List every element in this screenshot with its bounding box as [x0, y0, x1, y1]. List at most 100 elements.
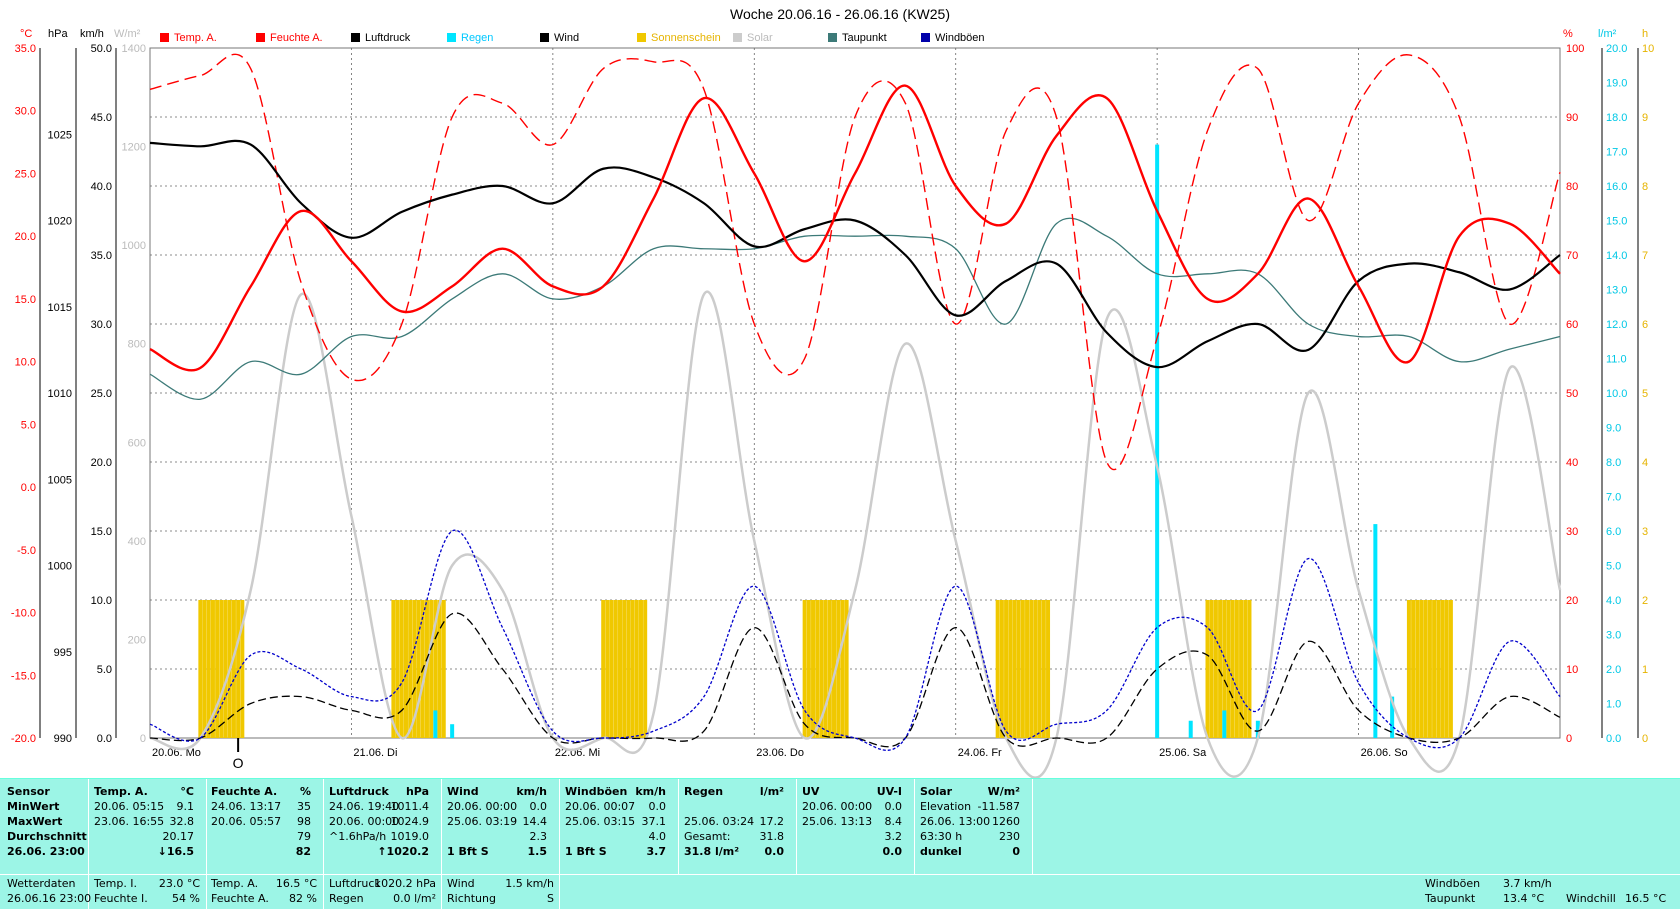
tick-label-humidity: 60 [1566, 319, 1578, 331]
tick-label-temp: 25.0 [15, 168, 36, 180]
luftdruck-value: 1020.2 hPa [374, 877, 436, 890]
sunshine-bar [1239, 600, 1244, 738]
sunshine-bar [811, 600, 816, 738]
temp-i-label: Temp. I. [94, 877, 138, 890]
boeen-row-label: 1 Bft S [565, 845, 607, 858]
tick-label-wind: 45.0 [91, 112, 112, 124]
sunshine-bar [643, 600, 648, 738]
luftdruck-row-label: 24.06. 19:40 [329, 800, 400, 813]
sunshine-bar [412, 600, 417, 738]
legend-swatch [733, 33, 742, 42]
sunshine-bar [638, 600, 643, 738]
tick-label-sun: 8 [1642, 181, 1648, 193]
tick-label-temp: -10.0 [11, 608, 36, 620]
x-tick-label: 23.06. Do [756, 747, 804, 759]
tick-label-wind: 0.0 [97, 733, 112, 745]
tick-label-humidity: 40 [1566, 457, 1578, 469]
wind-row-value: 1.5 [527, 845, 548, 858]
solar-row-value: 230 [999, 830, 1020, 843]
sunshine-bar [1415, 600, 1420, 738]
sunshine-bar [403, 600, 408, 738]
sunshine-bar [1004, 600, 1009, 738]
luftdruck-row-value: 1011.4 [390, 800, 430, 813]
tick-label-rain: 11.0 [1606, 354, 1627, 366]
regen-label: Regen [329, 892, 364, 905]
windboeen-line [149, 529, 1561, 751]
axis-unit-wind: km/h [80, 28, 104, 40]
sunshine-bar [416, 600, 421, 738]
tick-label-sun: 0 [1642, 733, 1648, 745]
solar-row-label: 26.06. 13:00 [920, 815, 991, 828]
feuchte-line [149, 53, 1561, 471]
sunshine-bar [1444, 600, 1449, 738]
tick-label-rain: 16.0 [1606, 181, 1627, 193]
sunshine-bar [1025, 600, 1030, 738]
tick-label-rain: 19.0 [1606, 78, 1627, 90]
tick-label-solar: 600 [128, 437, 146, 449]
sunshine-bar [231, 600, 236, 738]
regen-row-label: 31.8 l/m² [684, 845, 740, 858]
x-tick-label: 20.06. Mo [152, 747, 201, 759]
sunshine-bar [819, 600, 824, 738]
wind-row-label: 20.06. 00:00 [447, 800, 518, 813]
regen-row-value: 0.0 [764, 845, 785, 858]
tick-label-sun: 3 [1642, 526, 1648, 538]
weather-week-chart: Woche 20.06.16 - 26.06.16 (KW25) Temp. A.… [11, 6, 1654, 778]
uv-row-value: 3.2 [884, 830, 903, 843]
regen-value: 0.0 l/m² [393, 892, 436, 905]
tick-label-wind: 20.0 [91, 457, 112, 469]
solar-header: Solar [920, 785, 953, 798]
sunshine-bar [995, 600, 1000, 738]
temp-row-value: 32.8 [169, 815, 195, 828]
tick-label-sun: 9 [1642, 112, 1648, 124]
sunshine-bar [1046, 600, 1051, 738]
regen-row-label: Gesamt: [684, 830, 731, 843]
tick-label-pressure: 1020 [48, 216, 72, 228]
sunshine-bar [202, 600, 207, 738]
tick-label-rain: 1.0 [1606, 699, 1621, 711]
tick-label-pressure: 990 [54, 733, 72, 745]
tick-label-humidity: 100 [1566, 43, 1584, 55]
uv-row-label: 25.06. 13:13 [802, 815, 873, 828]
wind-row-value: 2.3 [529, 830, 548, 843]
tick-label-wind: 5.0 [97, 664, 112, 676]
tick-label-rain: 12.0 [1606, 319, 1627, 331]
legend-label: Regen [461, 32, 493, 44]
solar-row-value: 0 [1012, 845, 1020, 858]
wetterdaten-label: Wetterdaten [7, 877, 76, 890]
sunshine-bar [844, 600, 849, 738]
tick-label-wind: 10.0 [91, 595, 112, 607]
legend-label: Taupunkt [842, 32, 887, 44]
x-tick-label: 21.06. Di [353, 747, 397, 759]
tick-label-rain: 6.0 [1606, 526, 1621, 538]
stats-panel: Sensor MinWert MaxWert Durchschnitt 26.0… [0, 778, 1680, 909]
tick-label-solar: 1000 [122, 240, 146, 252]
legend-swatch [637, 33, 646, 42]
rain-bar [433, 710, 438, 738]
sunshine-bar [1411, 600, 1416, 738]
sunshine-bar [1008, 600, 1013, 738]
legend-label: Luftdruck [365, 32, 411, 44]
sunshine-bar [1226, 600, 1231, 738]
tick-label-solar: 0 [140, 733, 146, 745]
x-tick-label: 26.06. So [1361, 747, 1408, 759]
temp-row-value: 20.17 [162, 830, 195, 843]
temp-a-value: 16.5 °C [275, 877, 317, 890]
sunshine-bar [408, 600, 413, 738]
rain-bar [1255, 720, 1260, 738]
sunshine-bar [219, 600, 224, 738]
boeen-row-label: 25.06. 03:15 [565, 815, 636, 828]
tick-label-sun: 6 [1642, 319, 1648, 331]
tick-label-rain: 13.0 [1606, 285, 1627, 297]
tick-label-wind: 50.0 [91, 43, 112, 55]
tick-label-solar: 400 [128, 536, 146, 548]
wind-label: Wind [447, 877, 475, 890]
temp-line [149, 84, 1561, 372]
tick-label-rain: 17.0 [1606, 147, 1627, 159]
richtung-value: S [547, 892, 554, 905]
sunshine-bar [236, 600, 241, 738]
solar-row-label: dunkel [920, 845, 962, 858]
luftdruck-unit: hPa [405, 785, 429, 798]
uv-row-value: 0.0 [882, 845, 903, 858]
sunshine-bar [395, 600, 400, 738]
